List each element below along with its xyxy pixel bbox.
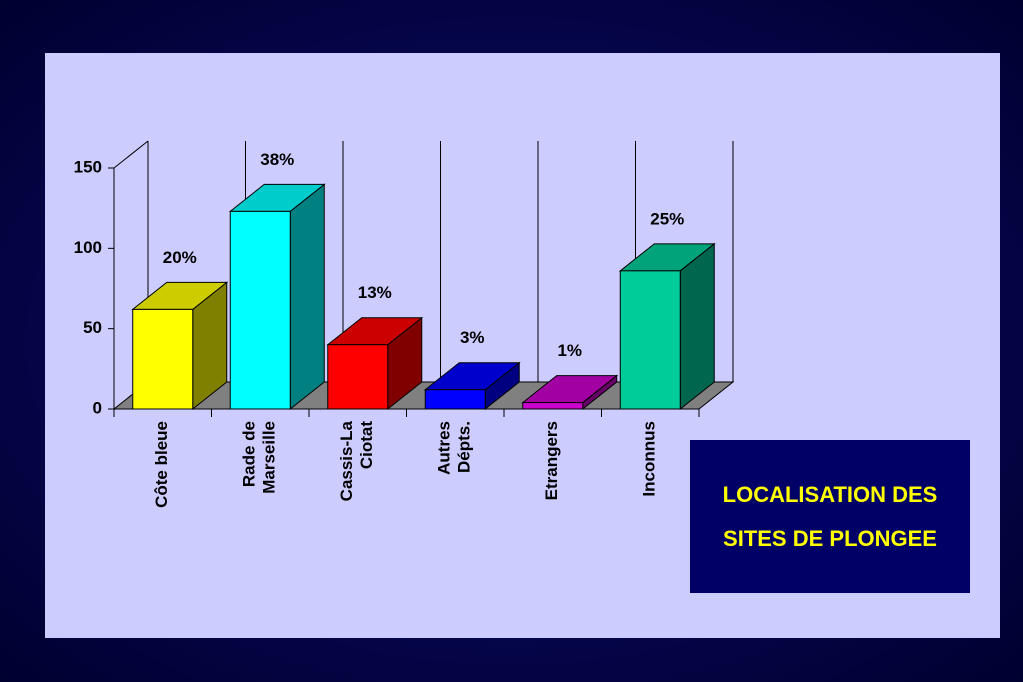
x-tick-label: Rade deMarseille bbox=[240, 421, 279, 494]
y-tick-label: 0 bbox=[93, 398, 102, 417]
y-tick-label: 50 bbox=[83, 318, 102, 337]
x-tick-label: Côte bleue bbox=[152, 421, 171, 508]
title-box: LOCALISATION DES SITES DE PLONGEE bbox=[690, 440, 970, 593]
bar bbox=[424, 389, 486, 410]
bar bbox=[132, 308, 194, 410]
bar bbox=[229, 210, 291, 410]
bar-annotation: 38% bbox=[260, 150, 294, 169]
left-wall-edge bbox=[113, 140, 149, 169]
x-tick-label: Inconnus bbox=[640, 421, 659, 497]
bar bbox=[327, 344, 389, 410]
x-tick-label: Cassis-LaCiotat bbox=[337, 420, 376, 501]
bar-annotation: 1% bbox=[557, 341, 582, 360]
y-tick-label: 150 bbox=[74, 157, 102, 176]
bar-annotation: 25% bbox=[650, 209, 684, 228]
bar-side bbox=[289, 183, 325, 411]
chart-title: LOCALISATION DES SITES DE PLONGEE bbox=[722, 481, 938, 551]
x-tick-label: Etrangers bbox=[542, 421, 561, 500]
bar-annotation: 3% bbox=[460, 328, 485, 347]
x-tick-label: AutresDépts. bbox=[435, 421, 474, 475]
bar-side bbox=[679, 242, 715, 411]
bar-annotation: 20% bbox=[163, 248, 197, 267]
y-tick-label: 100 bbox=[74, 238, 102, 257]
bar bbox=[522, 402, 584, 410]
bar bbox=[619, 270, 681, 410]
bar-annotation: 13% bbox=[358, 283, 392, 302]
